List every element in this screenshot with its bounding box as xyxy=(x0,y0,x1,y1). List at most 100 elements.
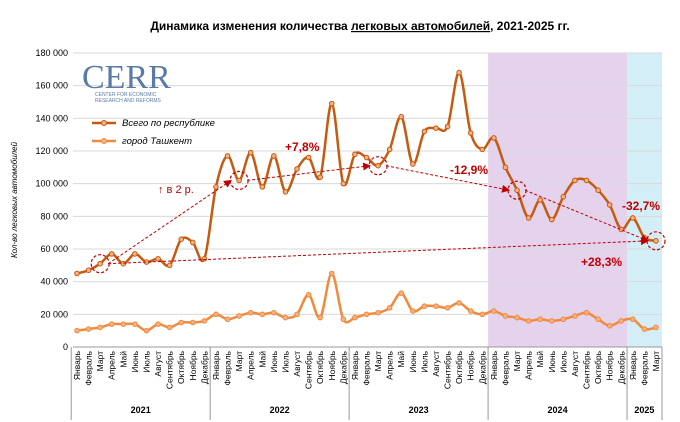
x-tick-label: Май xyxy=(118,351,128,368)
point xyxy=(166,324,173,331)
y-tick-label: 180 000 xyxy=(35,48,68,58)
point xyxy=(155,256,161,262)
point xyxy=(583,309,590,316)
point xyxy=(224,153,231,159)
point xyxy=(108,321,115,327)
y-tick-label: 40 000 xyxy=(40,277,68,287)
trend-arrow xyxy=(385,165,511,193)
point xyxy=(572,177,578,184)
point xyxy=(560,316,567,323)
x-tick-label: Февраль xyxy=(362,350,372,385)
year-label: 2024 xyxy=(548,405,568,415)
x-tick-label: Март xyxy=(95,351,105,371)
title-part: легковых автомобилей xyxy=(351,19,490,33)
legend-label: город Ташкент xyxy=(122,136,192,147)
x-tick-label: Апрель xyxy=(385,350,395,379)
point xyxy=(132,251,138,257)
x-tick-label: Сентябрь xyxy=(304,350,314,389)
point xyxy=(236,313,242,319)
point xyxy=(271,153,277,159)
point xyxy=(433,303,439,309)
y-tick-label: 0 xyxy=(63,342,68,352)
point xyxy=(201,318,208,324)
x-tick-label: Июль xyxy=(558,350,568,372)
annotation: +28,3% xyxy=(581,255,622,269)
logo-subtitle: RESEARCH AND REFORMS xyxy=(95,98,162,104)
x-tick-label: Январь xyxy=(350,350,360,380)
x-tick-label: Декабрь xyxy=(338,350,348,384)
point xyxy=(502,313,509,319)
title-part: Динамика изменения количества xyxy=(150,19,351,33)
point xyxy=(317,314,323,321)
point xyxy=(456,300,462,306)
point xyxy=(97,324,103,331)
point xyxy=(398,113,405,120)
point xyxy=(132,321,138,327)
point xyxy=(120,321,127,327)
point xyxy=(190,319,196,326)
point xyxy=(271,309,277,316)
point xyxy=(259,311,266,318)
point xyxy=(456,69,462,76)
x-tick-label: Март xyxy=(512,351,522,371)
annotation: ↑ в 2 р. xyxy=(158,184,194,196)
x-tick-label: Март xyxy=(651,351,661,371)
x-tick-label: Ноябрь xyxy=(327,350,337,380)
chart-title: Динамика изменения количества легковых а… xyxy=(150,19,569,33)
point xyxy=(560,193,567,200)
point xyxy=(630,316,636,323)
x-tick-label: Май xyxy=(257,351,267,368)
point xyxy=(514,187,520,193)
y-axis-label: Кол-во легковых автомобилей xyxy=(10,141,19,258)
legend-marker xyxy=(101,120,107,126)
x-tick-label: Сентябрь xyxy=(443,350,453,389)
x-tick-label: Август xyxy=(570,351,580,377)
y-tick-label: 80 000 xyxy=(40,211,68,221)
trend-arrow xyxy=(108,237,649,265)
x-tick-label: Апрель xyxy=(107,350,117,379)
point xyxy=(294,166,300,172)
point xyxy=(340,180,347,187)
y-tick-label: 120 000 xyxy=(35,146,68,156)
point xyxy=(525,215,532,221)
y-tick-label: 20 000 xyxy=(40,309,68,319)
logo-subtitle: CENTER FOR ECONOMIC xyxy=(95,92,157,98)
point xyxy=(479,311,486,318)
x-tick-label: Апрель xyxy=(246,350,256,379)
annotation: -32,7% xyxy=(622,199,660,213)
x-tick-label: Май xyxy=(396,351,406,368)
x-tick-label: Октябрь xyxy=(176,350,186,384)
point xyxy=(178,236,185,242)
y-tick-label: 100 000 xyxy=(35,179,68,189)
point xyxy=(606,322,613,329)
x-tick-label: Август xyxy=(292,351,302,377)
year-highlight xyxy=(488,53,628,347)
year-highlight xyxy=(627,53,662,347)
x-tick-label: Июнь xyxy=(269,350,279,372)
legend-label: Всего по республике xyxy=(122,118,215,129)
point xyxy=(491,308,497,314)
point xyxy=(74,270,80,277)
x-tick-label: Октябрь xyxy=(454,350,464,384)
annotation: +7,8% xyxy=(285,140,320,154)
point xyxy=(467,308,474,314)
x-tick-label: Январь xyxy=(211,350,221,380)
point xyxy=(190,239,196,246)
point xyxy=(444,305,451,311)
point xyxy=(85,267,92,274)
point xyxy=(375,309,381,316)
x-tick-label: Июнь xyxy=(547,350,557,372)
point xyxy=(410,161,416,167)
x-tick-label: Июнь xyxy=(130,350,140,372)
trend-arrow xyxy=(524,189,649,242)
point xyxy=(583,177,590,184)
point xyxy=(479,146,486,153)
x-tick-label: Август xyxy=(431,351,441,377)
point xyxy=(120,260,127,267)
point xyxy=(653,324,659,331)
x-tick-label: Июль xyxy=(280,350,290,372)
point xyxy=(444,123,451,130)
point xyxy=(178,319,185,326)
point xyxy=(305,154,312,161)
highlight-circle xyxy=(229,170,249,190)
